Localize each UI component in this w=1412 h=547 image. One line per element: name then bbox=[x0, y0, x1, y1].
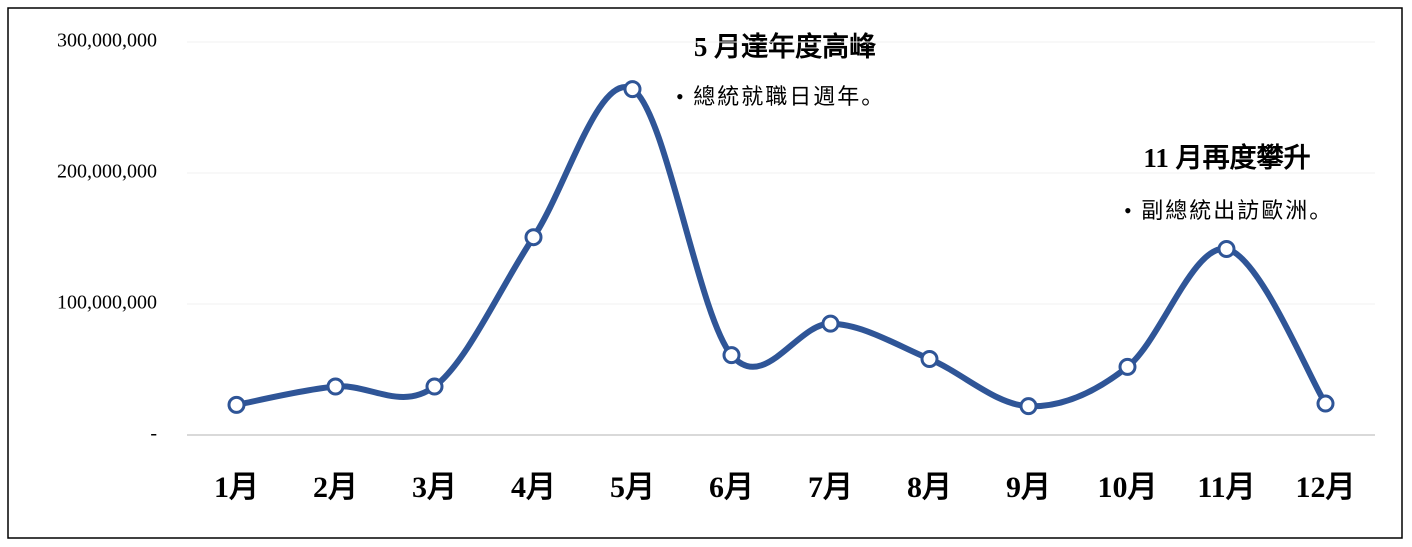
marker bbox=[524, 228, 543, 247]
marker bbox=[1217, 239, 1236, 258]
marker bbox=[623, 80, 642, 99]
chart-border bbox=[7, 7, 1403, 539]
marker bbox=[425, 377, 444, 396]
marker bbox=[326, 377, 345, 396]
marker bbox=[1316, 394, 1335, 413]
annotation-note: • 副總統出訪歐洲。 bbox=[1124, 198, 1333, 223]
x-tick-label: 1月 bbox=[214, 471, 259, 504]
annotation-title: 11 月再度攀升 bbox=[1143, 142, 1310, 173]
marker bbox=[1019, 397, 1038, 416]
x-tick-label: 9月 bbox=[1006, 471, 1051, 504]
x-tick-label: 8月 bbox=[907, 471, 952, 504]
x-tick-label: 6月 bbox=[709, 471, 754, 504]
marker bbox=[722, 346, 741, 365]
x-tick-label: 2月 bbox=[313, 471, 358, 504]
y-tick-label: 200,000,000 bbox=[57, 161, 157, 183]
annotation-note: • 總統就職日週年。 bbox=[676, 84, 885, 109]
x-tick-label: 11月 bbox=[1197, 471, 1255, 504]
marker bbox=[920, 350, 939, 369]
x-tick-label: 3月 bbox=[412, 471, 457, 504]
y-tick-label: 100,000,000 bbox=[57, 292, 157, 314]
x-tick-label: 4月 bbox=[511, 471, 556, 504]
annotation-title: 5 月達年度高峰 bbox=[694, 31, 876, 62]
marker bbox=[227, 395, 246, 414]
x-tick-label: 10月 bbox=[1098, 471, 1158, 504]
y-tick-label: 300,000,000 bbox=[57, 30, 157, 52]
x-tick-label: 5月 bbox=[610, 471, 655, 504]
x-tick-label: 12月 bbox=[1296, 471, 1356, 504]
x-tick-label: 7月 bbox=[808, 471, 853, 504]
y-tick-label: - bbox=[150, 423, 157, 445]
marker bbox=[821, 314, 840, 333]
marker bbox=[1118, 357, 1137, 376]
